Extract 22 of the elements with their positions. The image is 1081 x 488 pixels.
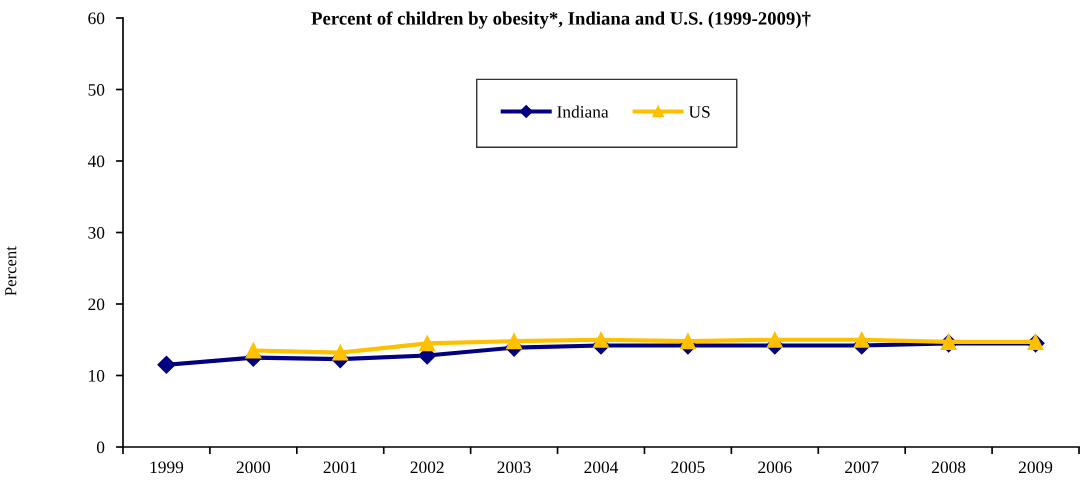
legend-label: US — [688, 106, 710, 118]
y-tick-label: 50 — [88, 83, 105, 96]
x-tick-label: 2008 — [932, 461, 966, 474]
x-tick-label: 2006 — [758, 461, 792, 474]
x-tick-label: 2001 — [323, 461, 357, 474]
y-axis-title: Percent — [5, 246, 17, 296]
y-tick-label: 10 — [89, 369, 105, 382]
x-tick-label: 2003 — [497, 461, 531, 474]
legend-label: Indiana — [557, 105, 609, 118]
chart-title: Percent of children by obesity*, Indiana and U.S. (1999-2009)† — [311, 11, 811, 29]
x-tick-label: 2005 — [671, 461, 705, 474]
y-tick-label: 40 — [87, 155, 105, 168]
x-tick-label: 2000 — [236, 461, 271, 474]
y-tick-label: 20 — [88, 298, 105, 311]
x-tick-label: 2002 — [410, 461, 444, 474]
x-tick-label: 2007 — [845, 461, 879, 474]
y-tick-label: 60 — [88, 12, 105, 25]
x-tick-label: 2009 — [1018, 461, 1053, 474]
y-tick-label: 0 — [96, 441, 105, 454]
x-tick-label: 2004 — [584, 461, 619, 474]
x-tick-label: 1999 — [150, 461, 184, 474]
y-tick-label: 30 — [88, 226, 105, 239]
